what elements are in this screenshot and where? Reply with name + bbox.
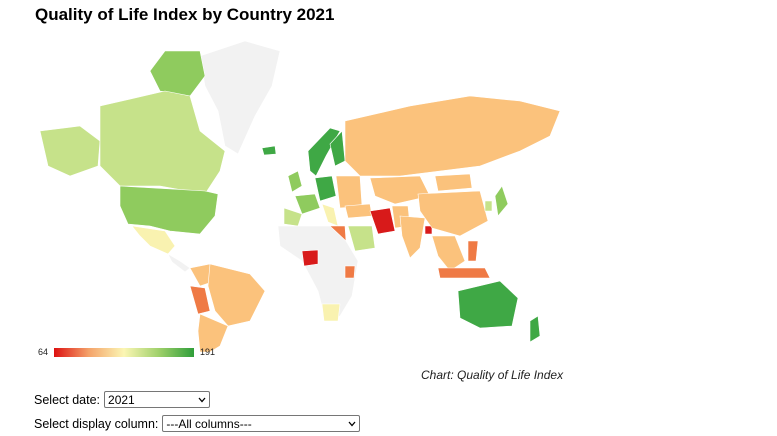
chart-source: Chart: Quality of Life Index bbox=[421, 368, 564, 382]
chevron-down-icon bbox=[348, 421, 356, 426]
date-control-row: Select date: 2021 bbox=[34, 391, 211, 408]
region-korea[interactable] bbox=[484, 200, 493, 212]
region-new-zealand[interactable] bbox=[529, 315, 541, 343]
region-central-america[interactable] bbox=[167, 253, 191, 273]
date-select[interactable]: 2021 bbox=[104, 391, 211, 408]
column-select-label: Select display column: bbox=[34, 416, 159, 431]
region-kazakhstan[interactable] bbox=[369, 175, 431, 205]
region-peru[interactable] bbox=[189, 285, 211, 315]
color-legend: 64 191 bbox=[38, 346, 228, 360]
region-brazil[interactable] bbox=[207, 263, 266, 327]
column-select[interactable]: ---All columns--- bbox=[162, 415, 361, 432]
region-russia[interactable] bbox=[344, 95, 561, 177]
region-mongolia[interactable] bbox=[434, 173, 473, 192]
region-southeast-asia[interactable] bbox=[431, 235, 466, 272]
region-iran[interactable] bbox=[369, 207, 396, 235]
region-kenya[interactable] bbox=[344, 265, 356, 279]
legend-gradient-bar bbox=[54, 348, 194, 357]
date-select-value: 2021 bbox=[108, 392, 135, 407]
region-alaska[interactable] bbox=[40, 125, 101, 177]
region-nigeria[interactable] bbox=[301, 249, 319, 267]
region-africa[interactable] bbox=[277, 225, 359, 319]
legend-max-label: 191 bbox=[200, 347, 216, 357]
region-japan[interactable] bbox=[494, 185, 509, 217]
region-canada[interactable] bbox=[99, 90, 226, 195]
region-france[interactable] bbox=[294, 193, 321, 215]
region-greenland[interactable] bbox=[199, 40, 281, 155]
region-australia[interactable] bbox=[457, 280, 519, 329]
region-indonesia[interactable] bbox=[437, 267, 491, 279]
region-norway[interactable] bbox=[307, 127, 341, 177]
region-usa[interactable] bbox=[119, 185, 219, 235]
world-map bbox=[40, 40, 561, 352]
region-bangladesh[interactable] bbox=[424, 225, 433, 235]
region-iceland[interactable] bbox=[261, 145, 277, 156]
date-select-label: Select date: bbox=[34, 392, 101, 407]
region-philippines[interactable] bbox=[467, 240, 479, 262]
region-canada-islands[interactable] bbox=[149, 50, 206, 97]
region-india[interactable] bbox=[399, 215, 426, 259]
chart-title: Quality of Life Index by Country 2021 bbox=[35, 5, 335, 24]
region-eastern-europe[interactable] bbox=[335, 175, 363, 209]
region-saudi[interactable] bbox=[347, 225, 376, 252]
region-italy[interactable] bbox=[321, 203, 339, 227]
chevron-down-icon bbox=[198, 397, 206, 402]
region-argentina[interactable] bbox=[197, 313, 229, 352]
region-turkey[interactable] bbox=[344, 203, 373, 219]
region-uk[interactable] bbox=[287, 170, 303, 193]
region-south-africa[interactable] bbox=[321, 303, 341, 322]
legend-min-label: 64 bbox=[38, 347, 49, 357]
column-select-value: ---All columns--- bbox=[166, 416, 252, 431]
column-control-row: Select display column: ---All columns--- bbox=[34, 415, 361, 432]
region-china[interactable] bbox=[417, 190, 489, 237]
region-spain[interactable] bbox=[283, 207, 303, 227]
region-germany[interactable] bbox=[314, 175, 337, 202]
